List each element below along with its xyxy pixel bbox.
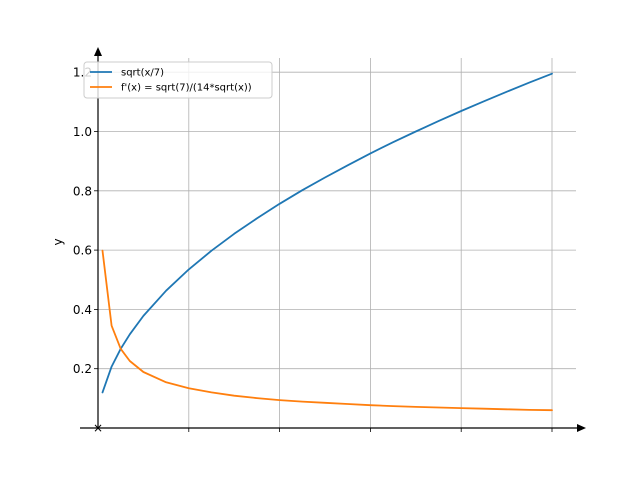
series-line-2 — [101, 249, 553, 412]
series-line-1 — [101, 72, 553, 394]
origin-marker: × — [93, 421, 103, 435]
y-tick-label: 0.2 — [73, 362, 92, 376]
legend-frame — [83, 61, 273, 99]
axes-layer: × — [80, 47, 586, 435]
legend-entries: sqrt(x/7) f'(x) = sqrt(7)/(14*sqrt(x)) — [90, 68, 252, 94]
legend-label-1: sqrt(x/7) — [121, 68, 164, 79]
y-tick-label: 1.0 — [73, 125, 92, 139]
legend: sqrt(x/7) f'(x) = sqrt(7)/(14*sqrt(x)) — [83, 61, 273, 99]
legend-label-2: f'(x) = sqrt(7)/(14*sqrt(x)) — [121, 83, 252, 94]
x-axis-arrow-icon — [577, 424, 586, 432]
y-tick-label: 0.4 — [73, 303, 92, 317]
y-tick-label: 0.8 — [73, 184, 92, 198]
y-axis-label: y — [51, 238, 65, 245]
y-axis-arrow-icon — [94, 47, 102, 56]
series-layer — [101, 72, 553, 412]
grid-layer — [98, 58, 576, 428]
ticks-layer: 0.20.40.60.81.01.2 — [73, 66, 553, 432]
y-tick-label: 0.6 — [73, 244, 92, 258]
